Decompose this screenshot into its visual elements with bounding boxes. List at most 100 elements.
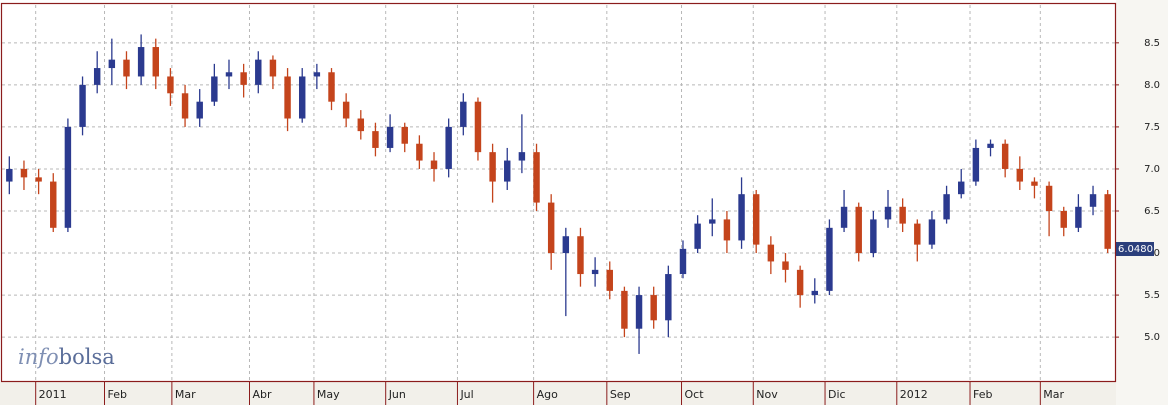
x-tick-label: Jun — [388, 388, 406, 401]
candle-body — [928, 219, 936, 245]
candle-body — [401, 126, 408, 144]
candle-body — [64, 126, 72, 228]
candle-body — [606, 269, 613, 291]
candle-body — [1031, 181, 1038, 186]
candle-body — [679, 248, 687, 275]
candle-body — [958, 181, 965, 195]
candle-body — [357, 118, 365, 132]
candle-body — [752, 194, 760, 245]
candle-body — [1060, 210, 1067, 228]
candle-body — [269, 59, 277, 77]
x-tick-label: 2012 — [900, 388, 928, 401]
x-tick-label: Nov — [756, 388, 778, 401]
candle-body — [211, 76, 218, 102]
candle-body — [152, 47, 159, 77]
x-tick-label: Feb — [973, 388, 992, 401]
candle-body — [504, 160, 511, 182]
x-tick-label: Feb — [108, 388, 127, 401]
x-tick-label: Dic — [828, 388, 846, 401]
candle-body — [987, 143, 994, 148]
candle-body — [723, 219, 731, 241]
candle-body — [1001, 143, 1009, 169]
candles — [6, 34, 1111, 354]
candle-body — [489, 152, 496, 182]
logo-prefix: info — [18, 345, 59, 369]
candle-body — [709, 219, 716, 224]
logo: infobolsa — [18, 345, 115, 369]
candle-body — [35, 177, 42, 182]
candle-body — [284, 76, 291, 119]
y-tick-label: 5.0 — [1144, 332, 1160, 343]
candle-body — [738, 194, 745, 241]
candle-body — [782, 261, 789, 270]
x-tick-label: May — [317, 388, 340, 401]
candle-body — [621, 290, 628, 329]
x-tick-label: Mar — [175, 388, 196, 401]
candle-body — [884, 206, 892, 220]
candle-body — [328, 72, 335, 102]
candle-body — [577, 236, 584, 275]
x-tick-label: Ago — [537, 388, 559, 401]
candle-body — [591, 269, 599, 275]
candle-body — [840, 206, 848, 228]
candle-body — [665, 274, 672, 321]
candle-body — [474, 101, 482, 153]
grid — [2, 5, 1115, 380]
candle-body — [225, 72, 233, 77]
candle-body — [313, 72, 321, 77]
candle-body — [93, 68, 101, 85]
last-price-box — [1116, 242, 1154, 257]
candle-body — [386, 126, 394, 148]
x-tick-label: Sep — [610, 388, 631, 401]
candle-body — [430, 160, 438, 169]
x-tick-label: Oct — [685, 388, 705, 401]
candle-body — [533, 152, 540, 203]
candle-body — [181, 93, 189, 119]
candle-body — [694, 223, 701, 249]
candle-body — [196, 101, 203, 119]
candle-body — [298, 76, 306, 119]
x-axis-band — [0, 382, 1168, 405]
candle-body — [650, 295, 657, 321]
candle-body — [445, 126, 452, 169]
candle-body — [855, 206, 862, 254]
candle-body — [240, 72, 247, 85]
candle-body — [1089, 194, 1097, 207]
candle-body — [914, 223, 921, 245]
x-tick-label: Abr — [252, 388, 272, 401]
candle-body — [811, 290, 819, 296]
candle-body — [255, 59, 262, 85]
candle-body — [123, 59, 130, 77]
candle-body — [943, 194, 950, 220]
candle-body — [50, 181, 57, 228]
candle-body — [137, 47, 145, 77]
candle-body — [1016, 168, 1024, 182]
y-tick-label: 6.5 — [1144, 206, 1160, 217]
candle-body — [562, 236, 570, 254]
candle-body — [972, 147, 980, 182]
last-price-label: 6.0480 — [1118, 244, 1153, 255]
candle-body — [518, 152, 526, 161]
candle-body — [342, 101, 350, 119]
candle-body — [1104, 194, 1111, 249]
y-tick-label: 5.5 — [1144, 290, 1160, 301]
y-axis-band — [1116, 0, 1168, 405]
logo-suffix: bolsa — [59, 345, 115, 369]
candle-body — [20, 168, 28, 178]
candle-body — [635, 295, 643, 329]
candle-body — [167, 76, 174, 94]
candle-body — [870, 219, 877, 254]
candle-body — [416, 143, 423, 161]
x-tick-label: Jul — [459, 388, 473, 401]
candle-body — [79, 84, 86, 127]
x-tick-label: 2011 — [39, 388, 67, 401]
candle-body — [899, 206, 906, 224]
plot-frame — [0, 2, 1117, 383]
candle-body — [547, 202, 555, 254]
candle-body — [6, 168, 13, 182]
y-tick-label: 8.5 — [1144, 38, 1160, 49]
candle-body — [108, 59, 116, 69]
candle-body — [372, 131, 379, 148]
